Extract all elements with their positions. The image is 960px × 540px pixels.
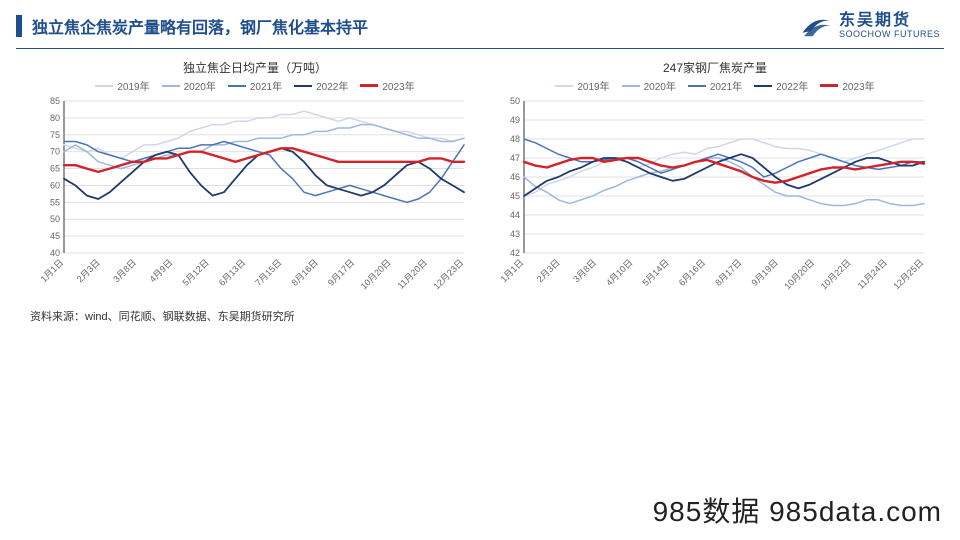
chart2-title: 247家钢厂焦炭产量 xyxy=(490,59,940,76)
legend-item: 2022年 xyxy=(754,78,808,93)
svg-text:60: 60 xyxy=(50,180,60,190)
svg-text:9月19日: 9月19日 xyxy=(750,257,780,287)
svg-text:7月15日: 7月15日 xyxy=(253,257,283,287)
svg-text:10月22日: 10月22日 xyxy=(819,257,853,291)
chart1-title: 独立焦企日均产量（万吨） xyxy=(30,59,480,76)
svg-text:11月24日: 11月24日 xyxy=(856,257,889,290)
svg-text:6月16日: 6月16日 xyxy=(677,257,707,287)
svg-text:80: 80 xyxy=(50,113,60,123)
header: 独立焦企焦炭产量略有回落，钢厂焦化基本持平 东吴期货 SOOCHOW FUTUR… xyxy=(0,0,960,48)
chart1-legend: 2019年 2020年 2021年 2022年 2023年 xyxy=(30,78,480,93)
svg-text:8月17日: 8月17日 xyxy=(713,257,743,287)
svg-text:70: 70 xyxy=(50,147,60,157)
svg-text:8月16日: 8月16日 xyxy=(290,257,320,287)
legend-item: 2019年 xyxy=(95,78,149,93)
header-divider xyxy=(16,48,944,49)
legend-item: 2021年 xyxy=(688,78,742,93)
legend-item: 2020年 xyxy=(162,78,216,93)
page-title: 独立焦企焦炭产量略有回落，钢厂焦化基本持平 xyxy=(32,14,799,38)
logo-text-en: SOOCHOW FUTURES xyxy=(839,30,940,40)
svg-text:45: 45 xyxy=(50,231,60,241)
svg-text:65: 65 xyxy=(50,164,60,174)
svg-text:48: 48 xyxy=(510,134,520,144)
svg-text:45: 45 xyxy=(510,191,520,201)
legend-item: 2021年 xyxy=(228,78,282,93)
chart2-svg: 42 43 44 45 46 47 48 49 50 1月1日 2月3日 3月8日4月10日5月14日… xyxy=(490,95,930,295)
svg-text:85: 85 xyxy=(50,96,60,106)
chart2-legend: 2019年 2020年 2021年 2022年 2023年 xyxy=(490,78,940,93)
chart-right: 247家钢厂焦炭产量 2019年2020年2021年2022年2023年 424… xyxy=(490,59,940,300)
legend-item: 2022年 xyxy=(294,78,348,93)
svg-text:4月10日: 4月10日 xyxy=(604,257,634,287)
svg-text:44: 44 xyxy=(510,210,520,220)
charts-row: 独立焦企日均产量（万吨） 2019年 2020年 2021年 2022年 2023年 4… xyxy=(0,55,960,300)
svg-text:11月20日: 11月20日 xyxy=(396,257,429,290)
svg-text:6月13日: 6月13日 xyxy=(217,257,247,287)
logo: 东吴期货 SOOCHOW FUTURES xyxy=(799,12,940,40)
logo-text-cn: 东吴期货 xyxy=(839,12,940,30)
source-text: 资料来源：wind、同花顺、钢联数据、东吴期货研究所 xyxy=(0,300,960,324)
svg-text:3月8日: 3月8日 xyxy=(111,257,138,284)
svg-text:55: 55 xyxy=(50,197,60,207)
chart1-svg: 40 45 50 55 60 65 70 75 80 85 1月1日 2月3日 3月8日 4月9日5月12… xyxy=(30,95,470,295)
chart-left: 独立焦企日均产量（万吨） 2019年 2020年 2021年 2022年 2023年 4… xyxy=(30,59,480,300)
title-accent-bar xyxy=(16,15,22,37)
svg-text:2月3日: 2月3日 xyxy=(75,257,102,284)
svg-text:46: 46 xyxy=(510,172,520,182)
legend-item: 2023年 xyxy=(820,78,874,93)
logo-icon xyxy=(799,12,833,40)
svg-text:9月17日: 9月17日 xyxy=(326,257,356,287)
svg-text:12月25日: 12月25日 xyxy=(891,257,925,291)
svg-text:50: 50 xyxy=(510,96,520,106)
svg-text:3月8日: 3月8日 xyxy=(571,257,598,284)
svg-text:12月23日: 12月23日 xyxy=(431,257,465,291)
svg-text:4月9日: 4月9日 xyxy=(148,257,175,284)
legend-item: 2023年 xyxy=(360,78,414,93)
svg-text:42: 42 xyxy=(510,248,520,258)
legend-item: 2019年 xyxy=(555,78,609,93)
legend-item: 2020年 xyxy=(622,78,676,93)
svg-text:5月12日: 5月12日 xyxy=(180,257,210,287)
svg-text:75: 75 xyxy=(50,130,60,140)
svg-text:1月1日: 1月1日 xyxy=(39,257,66,284)
svg-text:10月20日: 10月20日 xyxy=(782,257,816,291)
svg-text:50: 50 xyxy=(50,214,60,224)
svg-text:43: 43 xyxy=(510,229,520,239)
svg-text:47: 47 xyxy=(510,153,520,163)
svg-text:49: 49 xyxy=(510,115,520,125)
svg-text:2月3日: 2月3日 xyxy=(535,257,562,284)
svg-text:1月1日: 1月1日 xyxy=(499,257,526,284)
watermark: 985数据 985data.com xyxy=(653,490,942,530)
svg-text:40: 40 xyxy=(50,248,60,258)
svg-text:5月14日: 5月14日 xyxy=(640,257,670,287)
svg-text:10月20日: 10月20日 xyxy=(359,257,393,291)
